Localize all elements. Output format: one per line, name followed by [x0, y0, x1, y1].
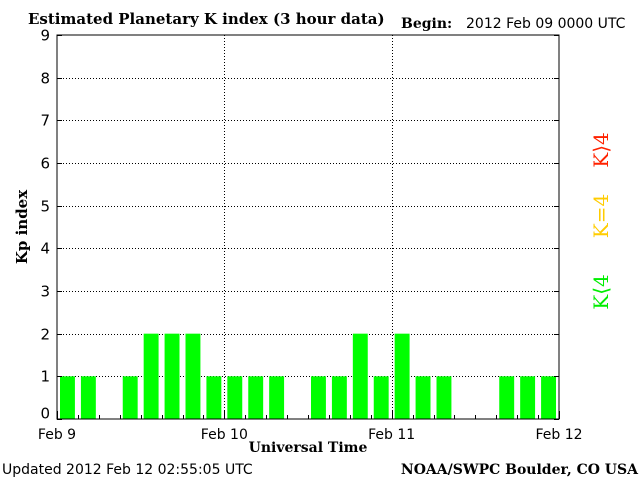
kp-bar [143, 333, 159, 419]
kp-bar [206, 376, 222, 419]
y-axis-label: Kp index [13, 189, 31, 264]
kp-bar [331, 376, 347, 419]
kp-bar [541, 376, 556, 419]
kp-bar [394, 333, 410, 419]
y-tick-label: 5 [40, 198, 50, 216]
legend-low: K⟨4 [589, 274, 613, 309]
x-tick-label: Feb 9 [38, 427, 76, 443]
bars [60, 333, 556, 419]
kp-bar [122, 376, 138, 419]
kp-bar [311, 376, 326, 419]
x-axis-label: Universal Time [249, 440, 368, 456]
footer-updated: Updated 2012 Feb 12 02:55:05 UTC [2, 462, 253, 478]
kp-bar [499, 376, 515, 419]
kp-bar [415, 376, 431, 419]
kp-bar [227, 376, 243, 419]
legend-high: K⟩4 [589, 132, 613, 167]
grid-lines [57, 35, 559, 419]
y-tick-label: 6 [40, 155, 50, 173]
plot-frame [56, 34, 560, 420]
y-tick-label: 9 [40, 27, 50, 45]
x-tick-label: Feb 10 [201, 427, 248, 443]
kp-bar [269, 376, 285, 419]
kp-bar [436, 376, 452, 419]
x-axis-ticks: Feb 9 Feb 10 Feb 11 Feb 12 [38, 411, 583, 443]
legend-mid: K=4 [589, 194, 613, 238]
kp-bar [185, 333, 201, 419]
y-tick-label: 3 [40, 283, 50, 301]
kp-bar [373, 376, 389, 419]
y-tick-label: 2 [40, 326, 50, 344]
y-tick-label: 0 [40, 405, 50, 423]
x-tick-label: Feb 11 [368, 427, 415, 443]
y-tick-label: 7 [40, 112, 50, 130]
kp-bar [80, 376, 96, 419]
kp-bar [60, 376, 75, 419]
kp-bar [164, 333, 180, 419]
y-axis-ticks: 0 1 2 3 4 5 6 7 8 9 [40, 27, 559, 423]
chart-title: Estimated Planetary K index (3 hour data… [28, 10, 385, 28]
footer-source: NOAA/SWPC Boulder, CO USA [401, 462, 639, 478]
y-tick-label: 8 [40, 70, 50, 88]
y-tick-label: 4 [40, 240, 50, 258]
begin-value: 2012 Feb 09 0000 UTC [466, 16, 626, 32]
kp-bar [520, 376, 536, 419]
x-tick-label: Feb 12 [535, 427, 582, 443]
y-tick-label: 1 [40, 368, 50, 386]
begin-label: Begin: [401, 16, 452, 32]
kp-bar [248, 376, 264, 419]
kp-bar [352, 333, 368, 419]
